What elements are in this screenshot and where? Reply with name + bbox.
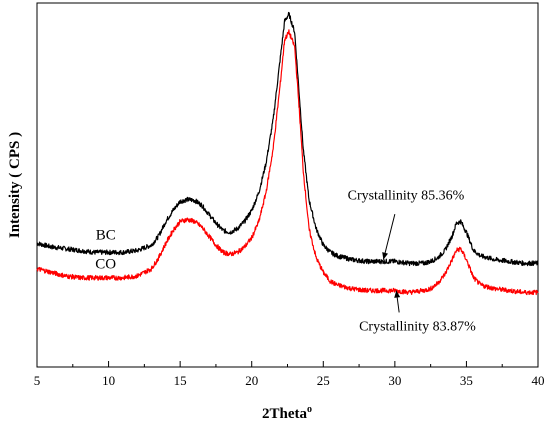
annotation-text: Crystallinity 85.36% [348, 189, 465, 204]
series-line-bc [36, 11, 539, 267]
x-tick-label: 20 [245, 373, 258, 388]
annotation-arrow-head [394, 290, 401, 298]
series-labels: BC CO [95, 228, 116, 273]
x-tick-label: 15 [174, 373, 187, 388]
x-axis-ticks: 5 10 15 20 25 30 35 40 [34, 361, 545, 388]
annotations: Crystallinity 85.36% Crystallinity 83.87% [348, 189, 476, 335]
plot-frame [36, 2, 539, 368]
series-group [36, 11, 539, 296]
series-label-co: CO [95, 257, 116, 273]
annotation-arrow-head [382, 252, 389, 260]
annotation-text: Crystallinity 83.87% [359, 320, 476, 335]
annotation-arrow-line [382, 213, 396, 260]
x-tick-label: 25 [317, 373, 330, 388]
x-tick-label: 40 [532, 373, 545, 388]
x-tick-label: 5 [34, 373, 41, 388]
x-tick-label: 35 [460, 373, 473, 388]
x-tick-label: 10 [102, 373, 115, 388]
series-label-bc: BC [96, 228, 116, 244]
x-axis-title: 2Thetao [262, 404, 312, 422]
x-axis-title-superscript: o [307, 404, 312, 415]
y-axis-title: Intensity ( CPS ) [7, 132, 23, 238]
series-line-co [36, 29, 539, 296]
x-tick-label: 30 [388, 373, 401, 388]
